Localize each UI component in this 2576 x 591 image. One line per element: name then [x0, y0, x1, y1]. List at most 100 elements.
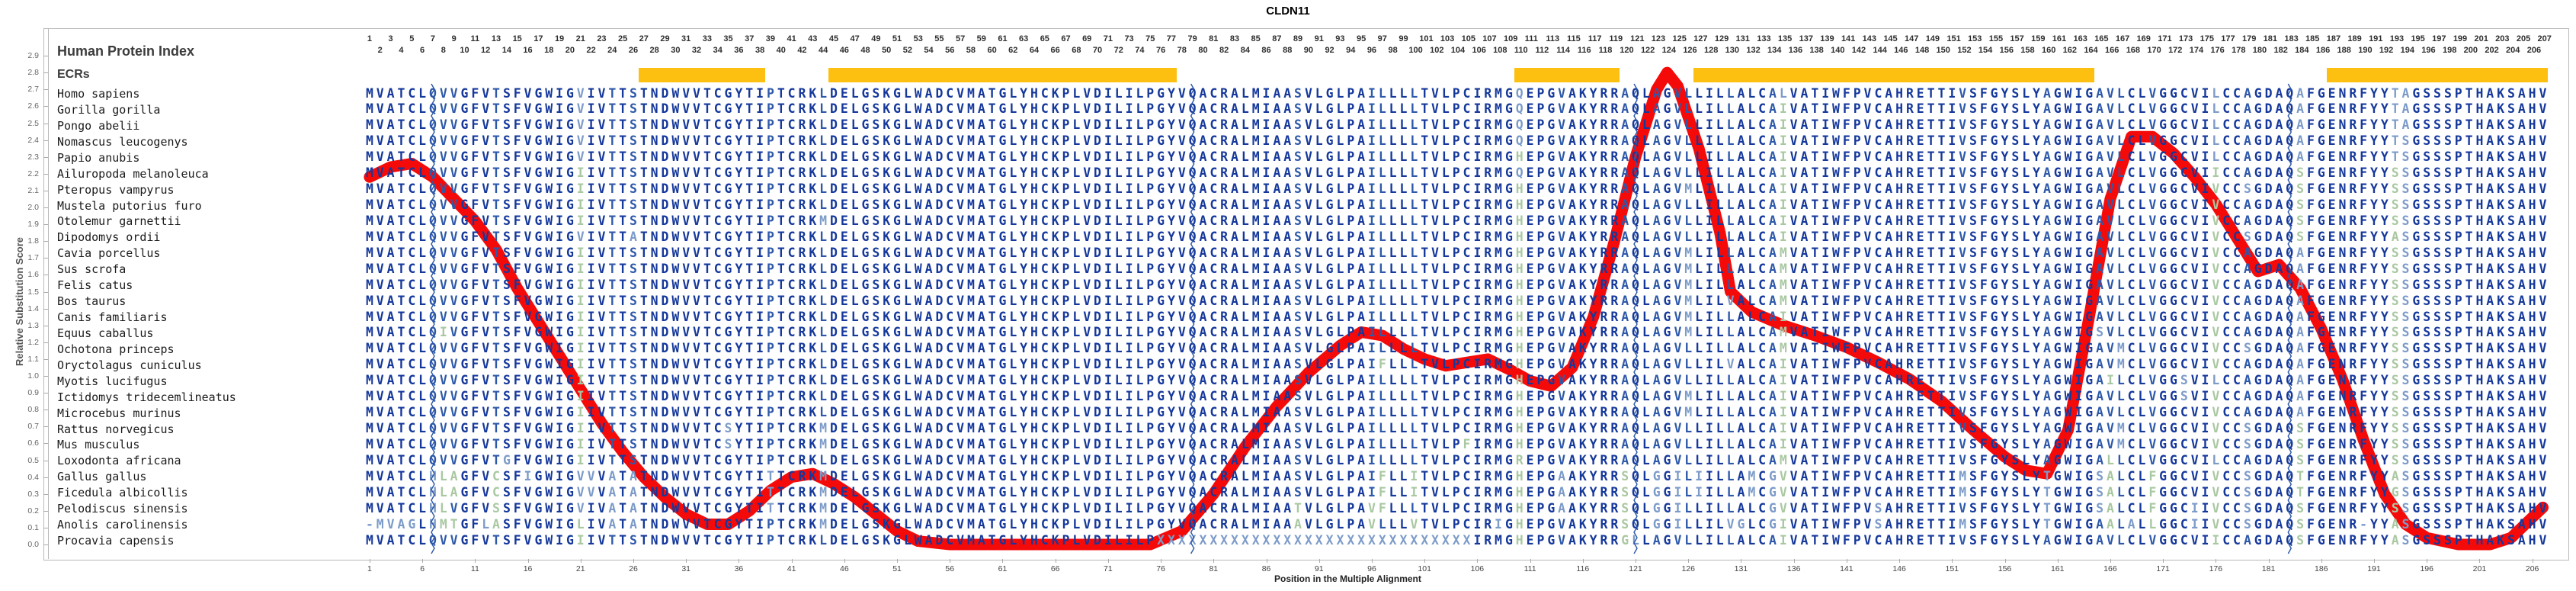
species-name[interactable]: Pongo abelii: [57, 119, 139, 133]
species-name[interactable]: Papio anubis: [57, 151, 139, 165]
ecr-region[interactable]: [1514, 68, 1620, 82]
ecr-region[interactable]: [828, 68, 1177, 82]
residue: Y: [2000, 310, 2010, 326]
species-name[interactable]: Rattus norvegicus: [57, 422, 175, 436]
residue: W: [2063, 101, 2074, 117]
residue: L: [1683, 230, 1693, 246]
species-name[interactable]: Procavia capensis: [57, 534, 175, 548]
residue: V: [681, 341, 691, 357]
species-name[interactable]: Mustela putorius furo: [57, 199, 202, 213]
species-name[interactable]: Ochotona princeps: [57, 342, 175, 356]
position-number: 107: [1482, 34, 1496, 43]
species-name[interactable]: Microcebus murinus: [57, 406, 181, 420]
species-name[interactable]: Gallus gallus: [57, 470, 146, 483]
ecr-region[interactable]: [2326, 68, 2549, 82]
residue: Y: [2369, 294, 2379, 310]
residue: L: [1440, 278, 1451, 294]
species-name[interactable]: Oryctolagus cuniculus: [57, 358, 202, 372]
residue: C: [1873, 405, 1884, 421]
species-name[interactable]: Loxodonta africana: [57, 454, 181, 467]
residue: H: [2527, 325, 2538, 341]
species-name[interactable]: Ailuropoda melanoleuca: [57, 167, 209, 181]
residue: M: [1493, 86, 1504, 102]
species-name[interactable]: Felis catus: [57, 278, 133, 292]
residue: H: [1029, 181, 1040, 198]
species-name[interactable]: Ictidomys tridecemlineatus: [57, 390, 236, 404]
residue: I: [586, 101, 597, 117]
species-name[interactable]: Pteropus vampyrus: [57, 183, 175, 197]
residue: S: [870, 262, 881, 278]
species-name[interactable]: Anolis carolinensis: [57, 518, 188, 532]
species-name[interactable]: Cavia porcellus: [57, 246, 160, 260]
position-number: 200: [2464, 46, 2478, 55]
residue: K: [881, 357, 892, 373]
residue: A: [1620, 149, 1630, 165]
species-name[interactable]: Pelodiscus sinensis: [57, 502, 188, 516]
species-name[interactable]: Equus caballus: [57, 326, 153, 340]
residue: Q: [1630, 325, 1641, 341]
residue: I: [1124, 214, 1135, 230]
residue: C: [787, 373, 797, 389]
residue: V: [1430, 165, 1440, 181]
residue: K: [807, 214, 818, 230]
species-name[interactable]: Otolemur garnettii: [57, 214, 181, 228]
residue: A: [1567, 389, 1578, 405]
residue: A: [2094, 246, 2105, 262]
species-name[interactable]: Canis familiaris: [57, 310, 168, 324]
species-name[interactable]: Dipodomys ordii: [57, 230, 160, 244]
residue: A: [1620, 181, 1630, 198]
residue: Q: [428, 389, 438, 405]
residue: V: [1673, 101, 1684, 117]
residue: D: [934, 214, 945, 230]
residue: G: [2168, 165, 2179, 181]
residue: R: [2347, 230, 2358, 246]
residue: P: [765, 341, 776, 357]
residue: G: [2411, 86, 2421, 102]
residue: T: [1809, 198, 1820, 214]
residue: I: [586, 165, 597, 181]
residue: V: [597, 341, 607, 357]
species-name[interactable]: Bos taurus: [57, 294, 126, 308]
ecr-region[interactable]: [638, 68, 765, 82]
species-name[interactable]: Mus musculus: [57, 438, 139, 451]
species-name[interactable]: Gorilla gorilla: [57, 103, 160, 117]
residue: A: [1799, 117, 1810, 133]
residue: A: [924, 117, 934, 133]
residue: D: [2264, 421, 2274, 437]
species-name[interactable]: Nomascus leucogenys: [57, 135, 188, 149]
residue: Q: [1187, 389, 1198, 405]
residue: A: [1567, 117, 1578, 133]
residue: P: [1061, 357, 1072, 373]
species-name[interactable]: Ficedula albicollis: [57, 486, 188, 499]
species-name[interactable]: Myotis lucifugus: [57, 374, 168, 388]
residue: T: [617, 341, 628, 357]
residue: F: [469, 101, 480, 117]
species-name[interactable]: Sus scrofa: [57, 262, 126, 276]
ecr-region[interactable]: [1693, 68, 2095, 82]
species-name[interactable]: Homo sapiens: [57, 87, 139, 101]
residue: G: [1504, 198, 1514, 214]
